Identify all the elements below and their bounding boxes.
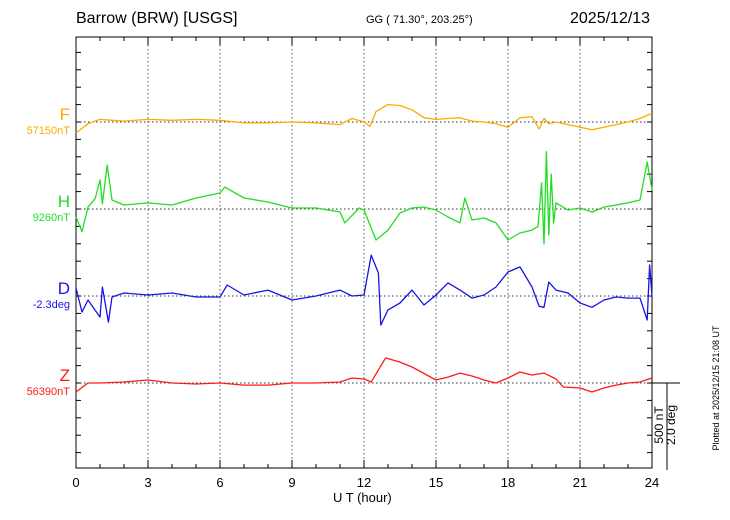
station-title: Barrow (BRW) [USGS] [76, 10, 238, 27]
plotted-timestamp: Plotted at 2025/12/15 21:08 UT [711, 325, 721, 451]
series-line-d [75, 254, 653, 326]
component-name: D [57, 279, 70, 298]
x-tick-label: 21 [572, 475, 588, 490]
component-baseline: 9260nT [32, 212, 70, 224]
x-tick-label: 12 [356, 475, 372, 490]
component-label-h: H 9260nT [33, 193, 70, 225]
x-tick-label: 9 [288, 475, 296, 490]
scale-bar-label: 500 nT 2.0 deg [652, 404, 678, 446]
x-tick-label: 18 [500, 475, 516, 490]
component-name: F [59, 105, 70, 124]
component-name: Z [59, 366, 70, 385]
x-axis-label: U T (hour) [333, 490, 392, 505]
series-line-z [75, 357, 653, 393]
component-label-f: F 57150nT [27, 106, 70, 138]
component-label-z: Z 56390nT [27, 367, 70, 399]
component-baseline: 56390nT [26, 386, 70, 398]
geographic-coordinates: GG ( 71.30°, 203.25°) [366, 14, 473, 26]
component-baseline: 57150nT [26, 125, 70, 137]
series-line-f [75, 103, 653, 134]
x-tick-label: 3 [144, 475, 152, 490]
component-baseline: -2.3deg [32, 299, 70, 311]
x-tick-label: 15 [428, 475, 444, 490]
plot-date: 2025/12/13 [570, 10, 651, 27]
component-name: H [57, 192, 70, 211]
series-line-h [75, 150, 653, 245]
x-tick-label: 6 [216, 475, 224, 490]
x-tick-label: 0 [72, 475, 80, 490]
component-label-d: D -2.3deg [33, 280, 70, 312]
scale-deg: 2.0 deg [664, 404, 678, 446]
x-tick-label: 24 [644, 475, 660, 490]
